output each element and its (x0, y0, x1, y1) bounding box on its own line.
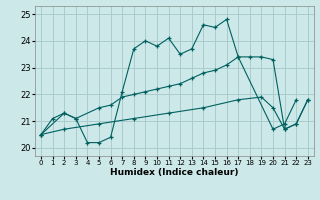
X-axis label: Humidex (Indice chaleur): Humidex (Indice chaleur) (110, 168, 239, 177)
